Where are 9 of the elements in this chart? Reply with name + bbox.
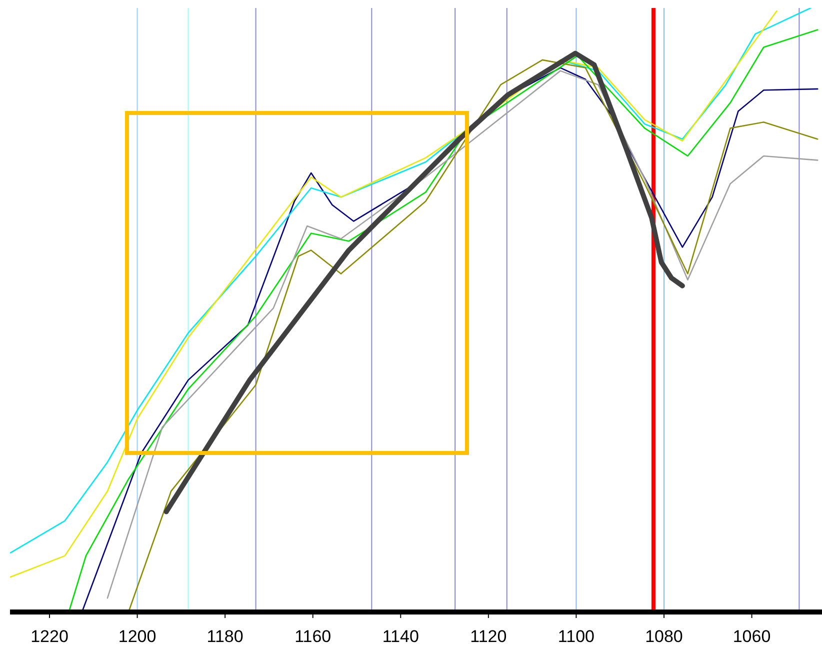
x-tick-label: 1060 xyxy=(732,627,771,646)
x-tick-label: 1180 xyxy=(206,627,244,646)
x-tick-label: 1200 xyxy=(118,627,156,646)
x-tick-label: 1140 xyxy=(382,627,419,646)
x-tick-label: 1220 xyxy=(30,627,68,646)
x-tick-label: 1160 xyxy=(294,627,332,646)
x-tick-label: 1120 xyxy=(470,627,507,646)
x-tick-label: 1080 xyxy=(645,627,683,646)
x-tick-label: 1100 xyxy=(558,627,594,646)
